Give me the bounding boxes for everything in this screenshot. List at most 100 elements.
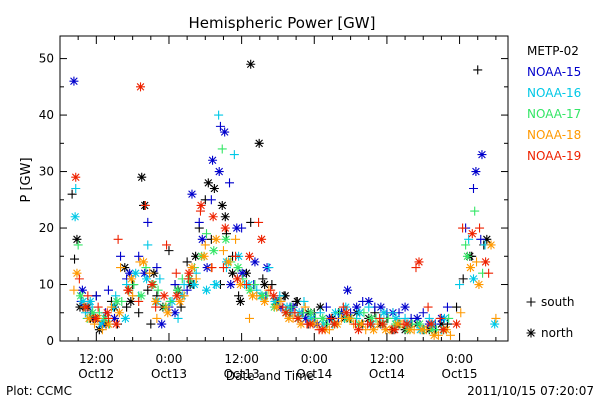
point-south-noaa-19 [484,268,494,278]
point-north-noaa-15 [125,268,135,278]
y-axis-label: P [GW] [19,157,34,202]
y-tick-label: 50 [39,52,54,66]
point-north-noaa-19 [353,325,363,335]
x-tick-label-time: 0:00 [301,352,328,366]
point-south-noaa-17 [73,240,83,250]
point-north-noaa-15 [237,268,247,278]
point-south-noaa-15 [91,291,101,301]
point-south-noaa-18 [456,308,466,318]
point-north-metp-02 [436,319,446,329]
point-south-metp-02 [146,319,156,329]
point-north-noaa-15 [197,234,207,244]
point-north-noaa-15 [364,296,374,306]
point-north-noaa-15 [352,302,362,312]
point-north-noaa-19 [244,251,254,261]
point-south-metp-02 [70,254,80,264]
point-south-noaa-16 [155,274,165,284]
series-noaa-16 [70,110,500,335]
x-tick-label-date: Oct12 [78,367,114,381]
point-north-metp-02 [220,212,230,222]
point-south-noaa-16 [143,240,153,250]
point-north-noaa-19 [81,302,91,312]
point-north-metp-02 [260,280,270,290]
point-south-metp-02 [221,229,231,239]
point-south-noaa-18 [244,313,254,323]
point-north-noaa-18 [474,280,484,290]
point-north-noaa-19 [102,308,112,318]
x-tick-label-time: 0:00 [446,352,473,366]
point-south-noaa-18 [128,291,138,301]
point-south-noaa-15 [103,285,113,295]
point-south-noaa-19 [423,302,433,312]
point-south-noaa-17 [153,285,163,295]
point-south-noaa-19 [93,302,103,312]
point-north-noaa-18 [369,325,379,335]
point-north-noaa-18 [103,319,113,329]
point-north-noaa-18 [296,319,306,329]
point-south-noaa-19 [140,200,150,210]
point-north-noaa-16 [131,268,141,278]
point-north-noaa-19 [414,257,424,267]
point-south-metp-02 [246,217,256,227]
point-north-noaa-15 [109,313,119,323]
point-north-metp-02 [126,296,136,306]
legend-entry: NOAA-16 [527,86,581,100]
point-south-noaa-17 [444,313,454,323]
point-north-noaa-16 [120,313,130,323]
point-north-noaa-19 [305,319,315,329]
point-south-noaa-16 [455,280,465,290]
point-north-noaa-16 [78,296,88,306]
point-north-metp-02 [228,268,238,278]
legend-plus-marker [526,297,536,307]
point-south-noaa-18 [116,263,126,273]
point-north-noaa-15 [400,302,410,312]
point-north-noaa-15 [208,155,218,165]
point-south-noaa-19 [83,291,93,301]
point-south-noaa-18 [152,313,162,323]
point-north-noaa-18 [356,319,366,329]
point-south-noaa-15 [206,195,216,205]
point-south-metp-02 [67,189,77,199]
point-south-noaa-15 [321,302,331,312]
point-north-noaa-16 [391,313,401,323]
point-south-noaa-15 [116,251,126,261]
point-south-noaa-16 [299,296,309,306]
point-north-noaa-19 [402,319,412,329]
point-north-metp-02 [217,200,227,210]
point-north-metp-02 [209,184,219,193]
point-north-noaa-18 [260,296,270,306]
x-axis-label: Date and Time [226,369,314,383]
point-north-noaa-19 [426,319,436,329]
point-north-noaa-18 [381,325,391,335]
point-south-noaa-19 [113,234,123,244]
point-south-noaa-15 [225,178,235,188]
point-south-noaa-19 [103,313,113,323]
point-south-noaa-17 [359,308,369,318]
point-north-noaa-16 [85,296,95,306]
legend-entry: NOAA-18 [527,128,581,142]
point-north-noaa-17 [257,291,267,301]
point-south-noaa-16 [464,234,474,244]
point-south-noaa-15 [442,302,452,312]
point-north-noaa-19 [232,274,242,284]
point-south-noaa-19 [254,217,264,227]
point-north-metp-02 [246,59,256,69]
point-south-noaa-15 [152,263,162,273]
point-south-noaa-17 [217,144,227,154]
point-south-noaa-17 [165,296,175,306]
point-south-noaa-18 [472,257,482,267]
point-north-noaa-17 [318,313,328,323]
point-north-noaa-17 [415,319,425,329]
point-north-metp-02 [191,251,201,261]
footer-timestamp: 2011/10/15 07:20:07 [467,384,594,398]
point-south-noaa-15 [215,121,225,131]
point-south-metp-02 [234,291,244,301]
point-south-noaa-18 [97,325,107,335]
point-south-noaa-17 [202,229,212,239]
point-north-noaa-15 [187,189,197,199]
point-north-noaa-18 [235,280,245,290]
point-south-noaa-19 [74,274,84,284]
point-south-noaa-19 [171,268,181,278]
point-north-noaa-19 [208,212,218,222]
